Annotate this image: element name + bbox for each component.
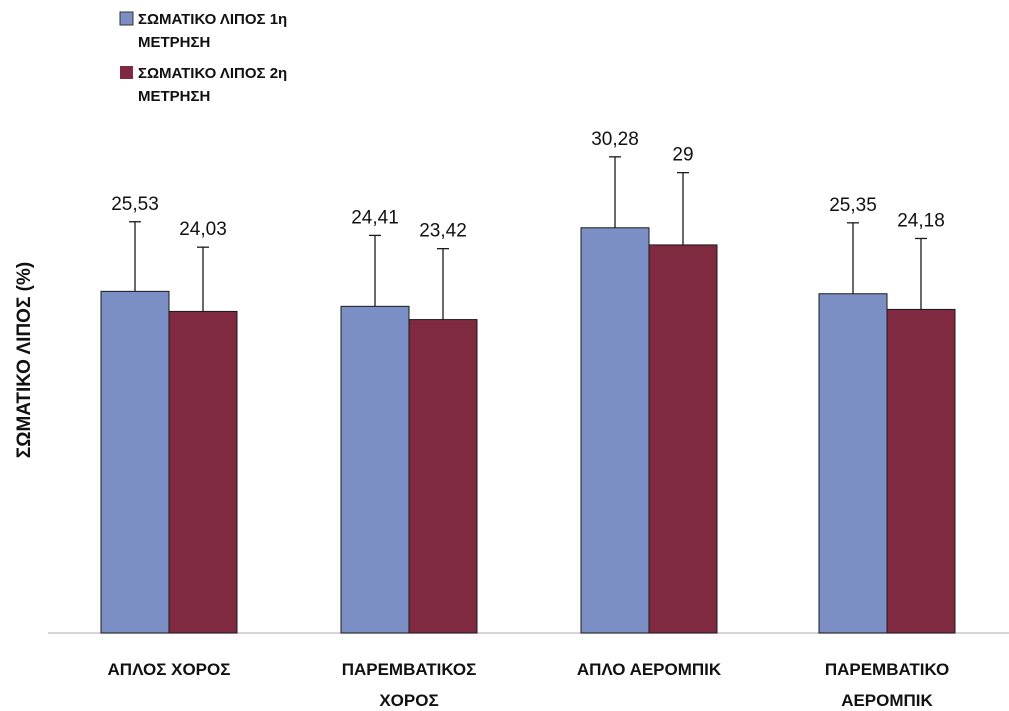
value-label-series-1-cat-1: 25,53 [111,194,159,215]
x-tick-label-2: ΠΑΡΕΜΒΑΤΙΚΟΣ ΧΟΡΟΣ [342,660,477,710]
x-tick-label-2-line-2: ΧΟΡΟΣ [379,691,438,710]
legend-label-series-2-line-2: ΜΕΤΡΗΣΗ [138,88,210,105]
legend-swatch-series-1 [119,11,134,26]
value-label-series-2-cat-2: 23,42 [419,221,467,242]
x-tick-label-4: ΠΑΡΕΜΒΑΤΙΚΟ ΑΕΡΟΜΠΙΚ [825,660,949,710]
legend-label-series-1-line-2: ΜΕΤΡΗΣΗ [138,34,210,51]
bar-series-2-cat-3 [648,244,718,634]
bar-series-1-cat-1 [100,290,170,634]
value-label-series-1-cat-3: 30,28 [591,129,639,150]
x-tick-label-3-line-1: ΑΠΛΟ ΑΕΡΟΜΠΙΚ [577,660,722,679]
value-label-series-1-cat-2: 24,41 [351,207,399,228]
legend-label-series-1-line-1: ΣΩΜΑΤΙΚΟ ΛΙΠΟΣ 1η [138,11,287,28]
x-tick-label-4-line-1: ΠΑΡΕΜΒΑΤΙΚΟ [825,660,949,679]
x-tick-label-3: ΑΠΛΟ ΑΕΡΟΜΠΙΚ [577,660,722,679]
bar-series-2-cat-1 [168,310,238,634]
legend-label-series-2: ΣΩΜΑΤΙΚΟ ΛΙΠΟΣ 2η ΜΕΤΡΗΣΗ [138,65,291,105]
legend: ΣΩΜΑΤΙΚΟ ΛΙΠΟΣ 1η ΜΕΤΡΗΣΗ ΣΩΜΑΤΙΚΟ ΛΙΠΟΣ… [119,11,291,105]
bar-series-1-cat-4 [818,293,888,634]
y-axis-title: ΣΩΜΑΤΙΚΟ ΛΙΠΟΣ (%) [14,262,35,458]
value-label-series-2-cat-3: 29 [672,145,693,166]
x-tick-label-2-line-1: ΠΑΡΕΜΒΑΤΙΚΟΣ [342,660,477,679]
value-label-series-2-cat-1: 24,03 [179,219,227,240]
x-tick-label-1: ΑΠΛΟΣ ΧΟΡΟΣ [108,660,231,679]
bar-series-2-cat-4 [886,308,956,634]
bar-series-2-cat-2 [408,319,478,634]
bar-series-1-cat-2 [340,305,410,634]
legend-swatch-series-2 [120,66,133,79]
value-label-series-2-cat-4: 24,18 [897,210,945,231]
x-tick-label-4-line-2: ΑΕΡΟΜΠΙΚ [841,691,933,710]
x-tick-label-1-line-1: ΑΠΛΟΣ ΧΟΡΟΣ [108,660,231,679]
legend-label-series-2-line-1: ΣΩΜΑΤΙΚΟ ΛΙΠΟΣ 2η [138,65,287,82]
x-tick-labels: ΑΠΛΟΣ ΧΟΡΟΣ ΠΑΡΕΜΒΑΤΙΚΟΣ ΧΟΡΟΣ ΑΠΛΟ ΑΕΡΟΜΠΙ… [108,660,950,710]
bar-series-1-cat-3 [580,227,650,634]
plot-area: 25,53 24,03 24,41 23,42 30,28 29 25,35 24,18 [100,129,956,634]
legend-label-series-1: ΣΩΜΑΤΙΚΟ ΛΙΠΟΣ 1η ΜΕΤΡΗΣΗ [138,11,291,51]
value-label-series-1-cat-4: 25,35 [829,195,877,216]
